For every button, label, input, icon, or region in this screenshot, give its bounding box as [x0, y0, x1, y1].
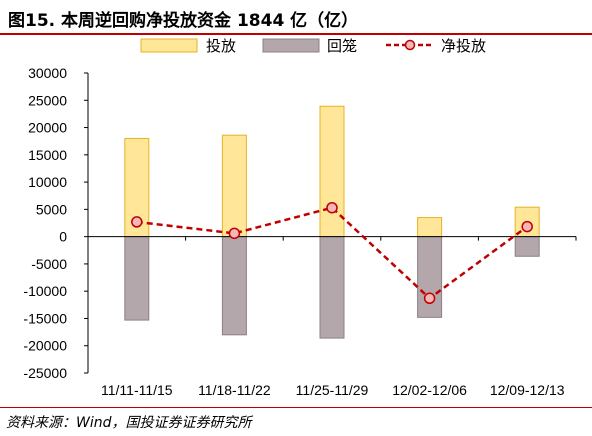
bar-withdrawal: [514, 236, 540, 257]
bar-withdrawal: [417, 236, 443, 318]
y-tick-label: 20000: [28, 120, 67, 136]
y-tick-label: 25000: [28, 92, 67, 108]
bar-injection: [221, 134, 247, 238]
bar-withdrawal: [319, 236, 345, 339]
bar-withdrawal: [221, 236, 247, 336]
y-tick-label: 15000: [28, 147, 67, 163]
y-tick-label: 10000: [28, 174, 67, 190]
net-injection-point: [131, 216, 143, 228]
legend-label-withdrawal: 回笼: [327, 37, 357, 55]
y-tick-label: -10000: [23, 283, 67, 299]
legend-label-net: 净投放: [441, 37, 486, 55]
y-tick-label: -15000: [23, 310, 67, 326]
y-tick-label: -5000: [31, 256, 67, 272]
bar-withdrawal: [124, 236, 150, 321]
x-tick-label: 11/11-11/15: [101, 382, 173, 398]
x-tick-label: 12/02-12/06: [392, 382, 467, 398]
y-tick-label: 0: [59, 229, 67, 245]
net-injection-point: [423, 292, 436, 305]
y-tick-label: 30000: [28, 65, 67, 81]
footer-rule: [0, 407, 592, 408]
net-injection-point: [326, 201, 338, 214]
x-tick-label: 11/18-11/22: [198, 382, 271, 398]
y-tick-label: 5000: [36, 201, 67, 217]
y-tick-label: -25000: [23, 365, 67, 381]
net-injection-point: [521, 220, 533, 233]
title-rule: [0, 33, 592, 35]
source-note: 资料来源：Wind，国投证券证券研究所: [6, 415, 252, 431]
legend: 投放 回笼 净投放: [140, 37, 486, 55]
chart-title: 图15. 本周逆回购净投放资金 1844 亿（亿）: [8, 11, 359, 31]
plot-area: 30000 25000 20000 15000 10000 5000 0 -5000 -1000…: [23, 65, 577, 398]
bar-injection: [417, 217, 443, 238]
x-tick-label: 11/25-11/29: [296, 382, 369, 398]
legend-swatch-injection: [140, 38, 198, 53]
y-tick-label: -20000: [23, 338, 67, 354]
net-injection-line: [136, 206, 528, 300]
net-injection-point: [228, 227, 241, 240]
legend-marker-net: [404, 39, 416, 51]
legend-swatch-withdrawal: [262, 38, 320, 53]
legend-label-injection: 投放: [206, 37, 236, 55]
x-tick-label: 12/09-12/13: [490, 382, 565, 398]
